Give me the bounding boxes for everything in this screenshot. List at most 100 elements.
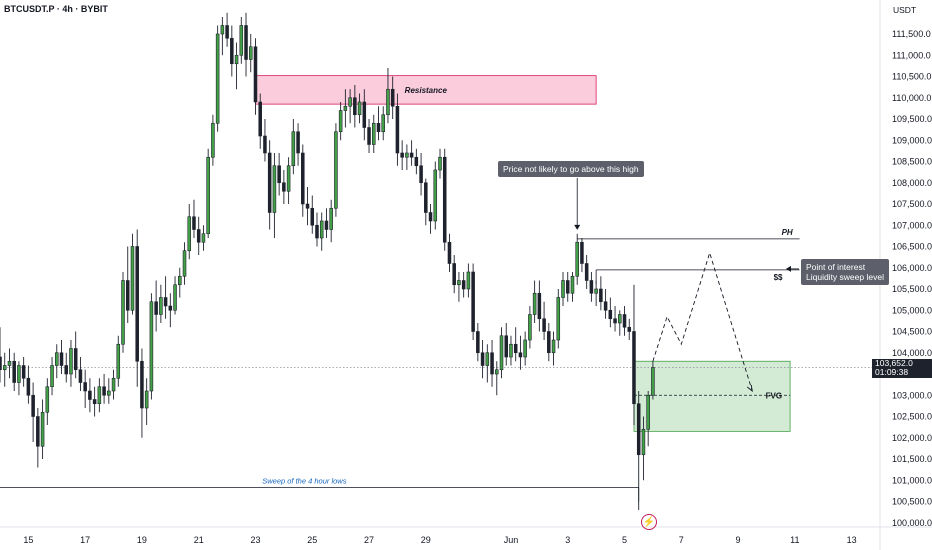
candle-body [452, 263, 456, 286]
candle-body [386, 88, 390, 116]
candle [537, 280, 542, 332]
candle-body [319, 220, 324, 239]
y-tick-label: 101,000.0 [892, 475, 932, 485]
candle [461, 272, 466, 298]
candle [277, 153, 281, 196]
x-tick-label: 25 [307, 535, 317, 545]
candle [263, 119, 267, 162]
candle-body [315, 224, 319, 239]
candle [286, 157, 291, 204]
candle-body [509, 343, 513, 358]
x-tick-label: 19 [137, 535, 147, 545]
candle-body [504, 335, 509, 358]
candle-body [178, 275, 182, 286]
y-tick-label: 109,500.0 [892, 114, 932, 124]
candle-body [618, 314, 622, 324]
y-tick-label: 101,500.0 [892, 454, 932, 464]
candle-body [182, 250, 187, 277]
candle-body [547, 331, 551, 354]
candle-body [282, 182, 286, 192]
candle-body [206, 156, 210, 235]
candle-body [528, 314, 532, 341]
candle-body [211, 122, 215, 158]
candle [40, 399, 45, 459]
candle-body [286, 165, 291, 192]
candle [239, 17, 244, 64]
candle-body [499, 335, 504, 371]
last-price-countdown: 01:09:38 [875, 367, 909, 377]
candle-body [409, 152, 414, 158]
poi-callout: Point of interest Liquidity sweep level [801, 259, 889, 285]
x-tick-label: 3 [565, 535, 570, 545]
candle-body [636, 403, 641, 456]
candle-body [362, 101, 367, 128]
candle [59, 340, 64, 374]
annotations-back: Resistance FVG [0, 75, 880, 432]
candles [0, 12, 655, 510]
candle [12, 352, 16, 391]
y-tick-label: 110,000.0 [892, 93, 931, 103]
candle-body [348, 97, 352, 107]
candle [556, 289, 561, 349]
candle [476, 323, 480, 362]
candle-body [116, 343, 121, 379]
candle-body [405, 152, 409, 158]
candle [116, 335, 121, 387]
candle [301, 144, 305, 217]
candle [580, 238, 584, 272]
candle [73, 331, 78, 379]
candle-body [92, 399, 97, 405]
callout-arrowhead-high [574, 224, 581, 230]
candle [36, 408, 40, 468]
candle-body [565, 280, 570, 294]
candle-body [277, 165, 281, 184]
candle-body [485, 352, 490, 366]
candle-body [267, 152, 272, 213]
candle-body [627, 326, 632, 332]
candle-body [102, 386, 106, 396]
candle [651, 361, 655, 400]
candle-body [55, 352, 59, 366]
candle-body [447, 241, 452, 264]
candle [622, 306, 627, 336]
y-tick-label: 107,500.0 [892, 199, 932, 209]
candle [613, 306, 617, 332]
candle [163, 276, 168, 319]
y-tick-label: 102,000.0 [892, 433, 932, 443]
candle-body [83, 382, 87, 392]
candle-body [45, 386, 50, 413]
candle [471, 263, 475, 340]
candle [324, 208, 329, 238]
candle-body [442, 156, 447, 243]
candle [348, 89, 352, 124]
candle-body [36, 416, 40, 447]
candle-body [570, 275, 575, 294]
candle-body [220, 25, 225, 35]
candle-body [367, 127, 371, 145]
candle-body [192, 216, 196, 230]
candle [159, 284, 163, 323]
candle [248, 34, 253, 73]
candle [409, 140, 414, 166]
candle-body [159, 297, 163, 315]
candle-body [107, 390, 111, 396]
candle-body [144, 390, 149, 409]
candle [2, 352, 7, 387]
sweep-label: Sweep of the 4 hour lows [262, 476, 346, 485]
candle [513, 327, 518, 362]
candle-body [632, 331, 636, 405]
candle-body [551, 339, 556, 354]
flash-icon[interactable]: ⚡ [641, 514, 657, 530]
candle [50, 357, 54, 396]
candle [45, 378, 50, 425]
candle-body [371, 122, 376, 145]
candle [97, 378, 102, 413]
y-tick-label: 107,000.0 [892, 220, 932, 230]
candle-body [575, 241, 579, 277]
candle [343, 89, 348, 128]
candle [419, 153, 423, 196]
candle-body [21, 365, 26, 379]
candle [565, 272, 570, 302]
x-tick-label: 15 [23, 535, 33, 545]
